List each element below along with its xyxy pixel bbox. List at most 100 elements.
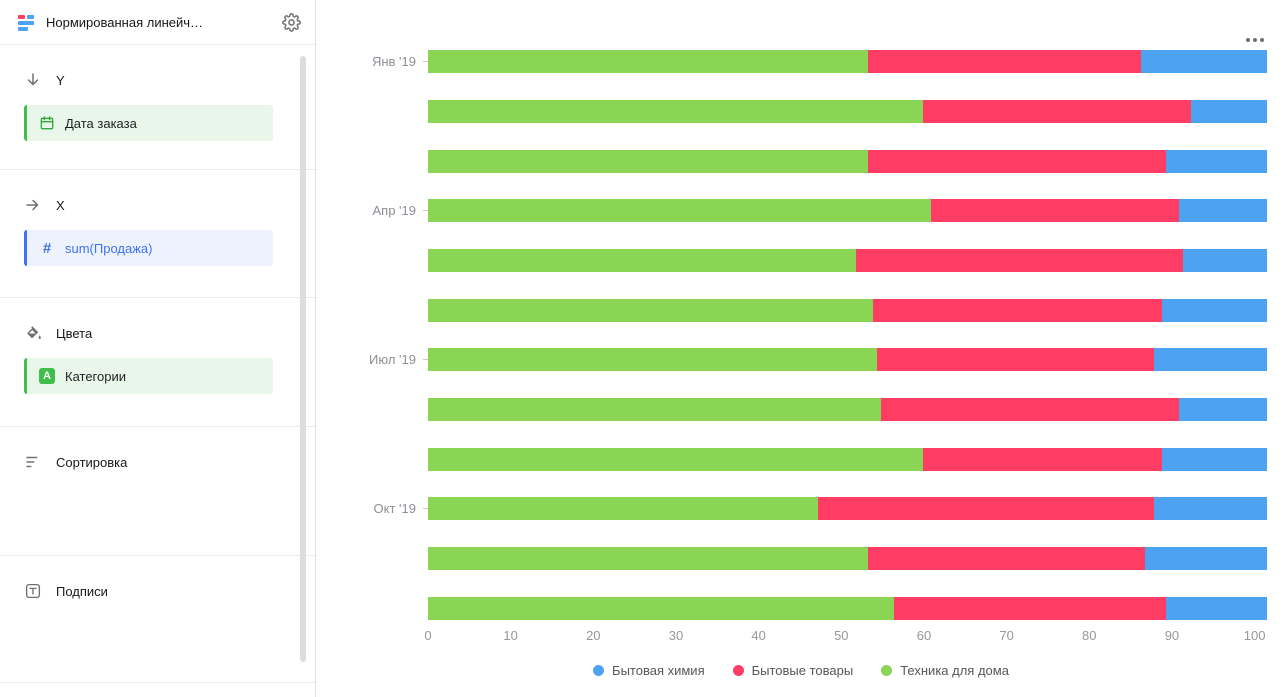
chart-canvas: Янв '19 Апр '19 Июл '19 Окт '19 0 10 20 30 40 50…	[316, 0, 1286, 697]
section-labels-label: Подписи	[56, 583, 108, 599]
x-axis-label: 40	[751, 628, 766, 643]
section-labels-heading: Подписи	[24, 582, 273, 600]
dot-icon	[1246, 38, 1250, 42]
section-y-axis: Y Дата заказа	[0, 45, 315, 170]
bar-segment[interactable]	[876, 348, 1154, 372]
section-x-label: X	[56, 197, 65, 213]
bar-segment[interactable]	[1153, 497, 1267, 521]
stacked-bar[interactable]	[428, 447, 1267, 471]
field-label: sum(Продажа)	[65, 240, 153, 256]
bar-segment[interactable]	[1141, 50, 1267, 74]
bar-segment[interactable]	[1166, 149, 1267, 173]
text-label-icon	[25, 583, 41, 599]
bar-segment[interactable]	[428, 398, 882, 422]
x-axis-label: 10	[503, 628, 518, 643]
bar-row: Июл '19	[369, 335, 1267, 385]
x-axis-label: 20	[586, 628, 601, 643]
stacked-bar[interactable]	[428, 596, 1267, 620]
bar-segment[interactable]	[1178, 398, 1267, 422]
plot-area: Янв '19 Апр '19 Июл '19 Окт '19	[369, 37, 1267, 633]
bar-segment[interactable]	[868, 50, 1142, 74]
x-axis-label: 30	[668, 628, 684, 643]
bar-segment[interactable]	[881, 398, 1179, 422]
stacked-bar[interactable]	[428, 50, 1267, 74]
bar-row: Окт '19	[374, 484, 1267, 534]
section-sorting-heading: Сортировка	[24, 453, 273, 471]
stacked-bar[interactable]	[428, 398, 1267, 422]
bar-segment[interactable]	[428, 348, 877, 372]
bar-segment[interactable]	[1153, 348, 1267, 372]
sort-icon	[26, 456, 38, 468]
stacked-bar[interactable]	[428, 199, 1267, 223]
field-label: Категории	[65, 368, 126, 384]
y-axis-label: Июл '19	[369, 352, 416, 368]
field-chip-sum-sales[interactable]: # sum(Продажа)	[24, 230, 273, 266]
bar-segment[interactable]	[868, 547, 1146, 571]
bar-segment[interactable]	[428, 100, 923, 123]
y-axis-tick	[423, 508, 428, 510]
bar-segment[interactable]	[923, 100, 1192, 123]
bar-row	[428, 285, 1267, 335]
bar-segment[interactable]	[428, 298, 873, 322]
legend-label: Техника для дома	[900, 663, 1009, 678]
stacked-bar[interactable]	[428, 100, 1267, 123]
bar-segment[interactable]	[923, 447, 1163, 471]
section-y-label: Y	[56, 72, 65, 88]
gear-icon	[282, 12, 301, 32]
bar-row	[428, 583, 1267, 633]
bar-segment[interactable]	[868, 149, 1167, 173]
measure-hash-icon: #	[42, 239, 52, 257]
bar-segment[interactable]	[1162, 447, 1267, 471]
bar-segment[interactable]	[428, 50, 869, 74]
bar-segment[interactable]	[855, 249, 1184, 273]
stacked-bar[interactable]	[428, 149, 1267, 173]
bar-segment[interactable]	[428, 447, 923, 471]
stacked-bar[interactable]	[428, 298, 1267, 322]
legend-item[interactable]: Техника для дома	[881, 663, 1009, 678]
bar-segment[interactable]	[1191, 100, 1267, 123]
x-axis-label: 50	[834, 628, 849, 643]
y-axis-tick	[423, 210, 428, 212]
bar-segment[interactable]	[428, 497, 819, 521]
bar-segment[interactable]	[818, 497, 1154, 521]
bar-segment[interactable]	[428, 596, 894, 620]
bar-segment[interactable]	[893, 596, 1167, 620]
sidebar-scrollbar[interactable]	[300, 56, 306, 662]
x-axis-label: 80	[1082, 628, 1097, 643]
bar-segment[interactable]	[428, 249, 856, 273]
stacked-bar[interactable]	[428, 497, 1267, 521]
field-chip-order-date[interactable]: Дата заказа	[24, 105, 273, 141]
chart-type-icon	[18, 15, 34, 31]
bar-segment[interactable]	[1183, 249, 1267, 273]
field-chip-categories[interactable]: A Категории	[24, 358, 273, 394]
bar-segment[interactable]	[872, 298, 1163, 322]
settings-button[interactable]	[282, 12, 301, 32]
bar-segment[interactable]	[1166, 596, 1267, 620]
stacked-bar[interactable]	[428, 249, 1267, 273]
bar-segment[interactable]	[1162, 298, 1267, 322]
bar-row	[428, 87, 1267, 137]
section-x-axis: X # sum(Продажа)	[0, 170, 315, 298]
section-colors-heading: Цвета	[24, 324, 273, 342]
y-axis-label: Окт '19	[373, 501, 416, 517]
chart-menu-button[interactable]	[1242, 34, 1268, 46]
chart-legend: Бытовая химия Бытовые товары Техника для д…	[316, 663, 1286, 678]
stacked-bar[interactable]	[428, 547, 1267, 571]
bar-segment[interactable]	[931, 199, 1179, 223]
y-axis-label: Апр '19	[372, 203, 417, 219]
section-colors-label: Цвета	[56, 325, 93, 341]
legend-label: Бытовая химия	[612, 663, 705, 678]
x-axis-label: 90	[1164, 628, 1180, 643]
bar-segment[interactable]	[428, 199, 932, 223]
arrow-right-icon	[26, 199, 39, 211]
stacked-bar[interactable]	[428, 348, 1267, 372]
x-axis-label: 0	[424, 628, 432, 643]
legend-item[interactable]: Бытовая химия	[593, 663, 705, 678]
bar-segment[interactable]	[428, 547, 869, 571]
bar-segment[interactable]	[1145, 547, 1267, 571]
bar-segment[interactable]	[1178, 199, 1267, 223]
sidebar-header: Нормированная линейч…	[0, 0, 315, 45]
bar-segment[interactable]	[428, 149, 869, 173]
y-axis-label: Янв '19	[371, 54, 416, 70]
legend-item[interactable]: Бытовые товары	[732, 663, 853, 678]
